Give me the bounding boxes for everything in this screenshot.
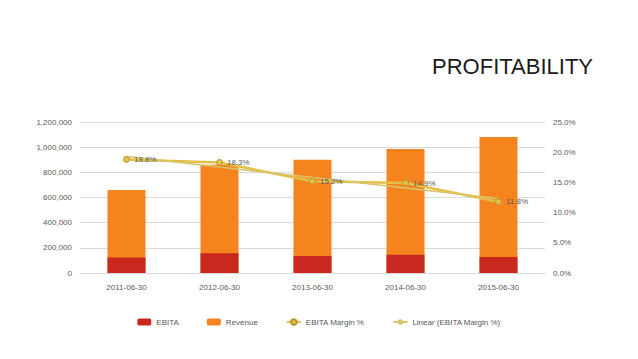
svg-text:PROFITABILITY: PROFITABILITY xyxy=(432,54,593,79)
svg-text:800,000: 800,000 xyxy=(43,168,72,177)
svg-text:EBITA Margin %: EBITA Margin % xyxy=(306,318,364,327)
svg-text:1,000,000: 1,000,000 xyxy=(36,143,72,152)
svg-text:25.0%: 25.0% xyxy=(553,118,576,127)
svg-text:2012-06-30: 2012-06-30 xyxy=(199,283,240,292)
svg-text:2013-06-30: 2013-06-30 xyxy=(292,283,333,292)
svg-text:11.8%: 11.8% xyxy=(506,197,528,206)
svg-text:400,000: 400,000 xyxy=(43,218,72,227)
svg-text:18.3%: 18.3% xyxy=(227,158,250,167)
svg-text:200,000: 200,000 xyxy=(43,243,72,252)
svg-text:EBITA: EBITA xyxy=(156,318,179,327)
svg-text:15.2%: 15.2% xyxy=(320,177,343,186)
svg-text:600,000: 600,000 xyxy=(43,193,72,202)
svg-text:Linear (EBITA Margin %): Linear (EBITA Margin %) xyxy=(412,318,500,327)
svg-text:10.0%: 10.0% xyxy=(553,208,576,217)
svg-text:2015-06-30: 2015-06-30 xyxy=(478,283,519,292)
svg-text:20.0%: 20.0% xyxy=(553,148,576,157)
svg-text:2014-06-30: 2014-06-30 xyxy=(385,283,426,292)
svg-text:Revenue: Revenue xyxy=(226,318,259,327)
svg-text:2011-06-30: 2011-06-30 xyxy=(106,283,147,292)
svg-text:0: 0 xyxy=(68,269,73,278)
svg-text:5.0%: 5.0% xyxy=(553,238,571,247)
svg-text:14.9%: 14.9% xyxy=(413,179,436,188)
svg-text:1,200,000: 1,200,000 xyxy=(36,118,72,127)
svg-text:18.8%: 18.8% xyxy=(134,155,157,164)
svg-text:15.0%: 15.0% xyxy=(553,178,576,187)
svg-text:0.0%: 0.0% xyxy=(553,269,571,278)
